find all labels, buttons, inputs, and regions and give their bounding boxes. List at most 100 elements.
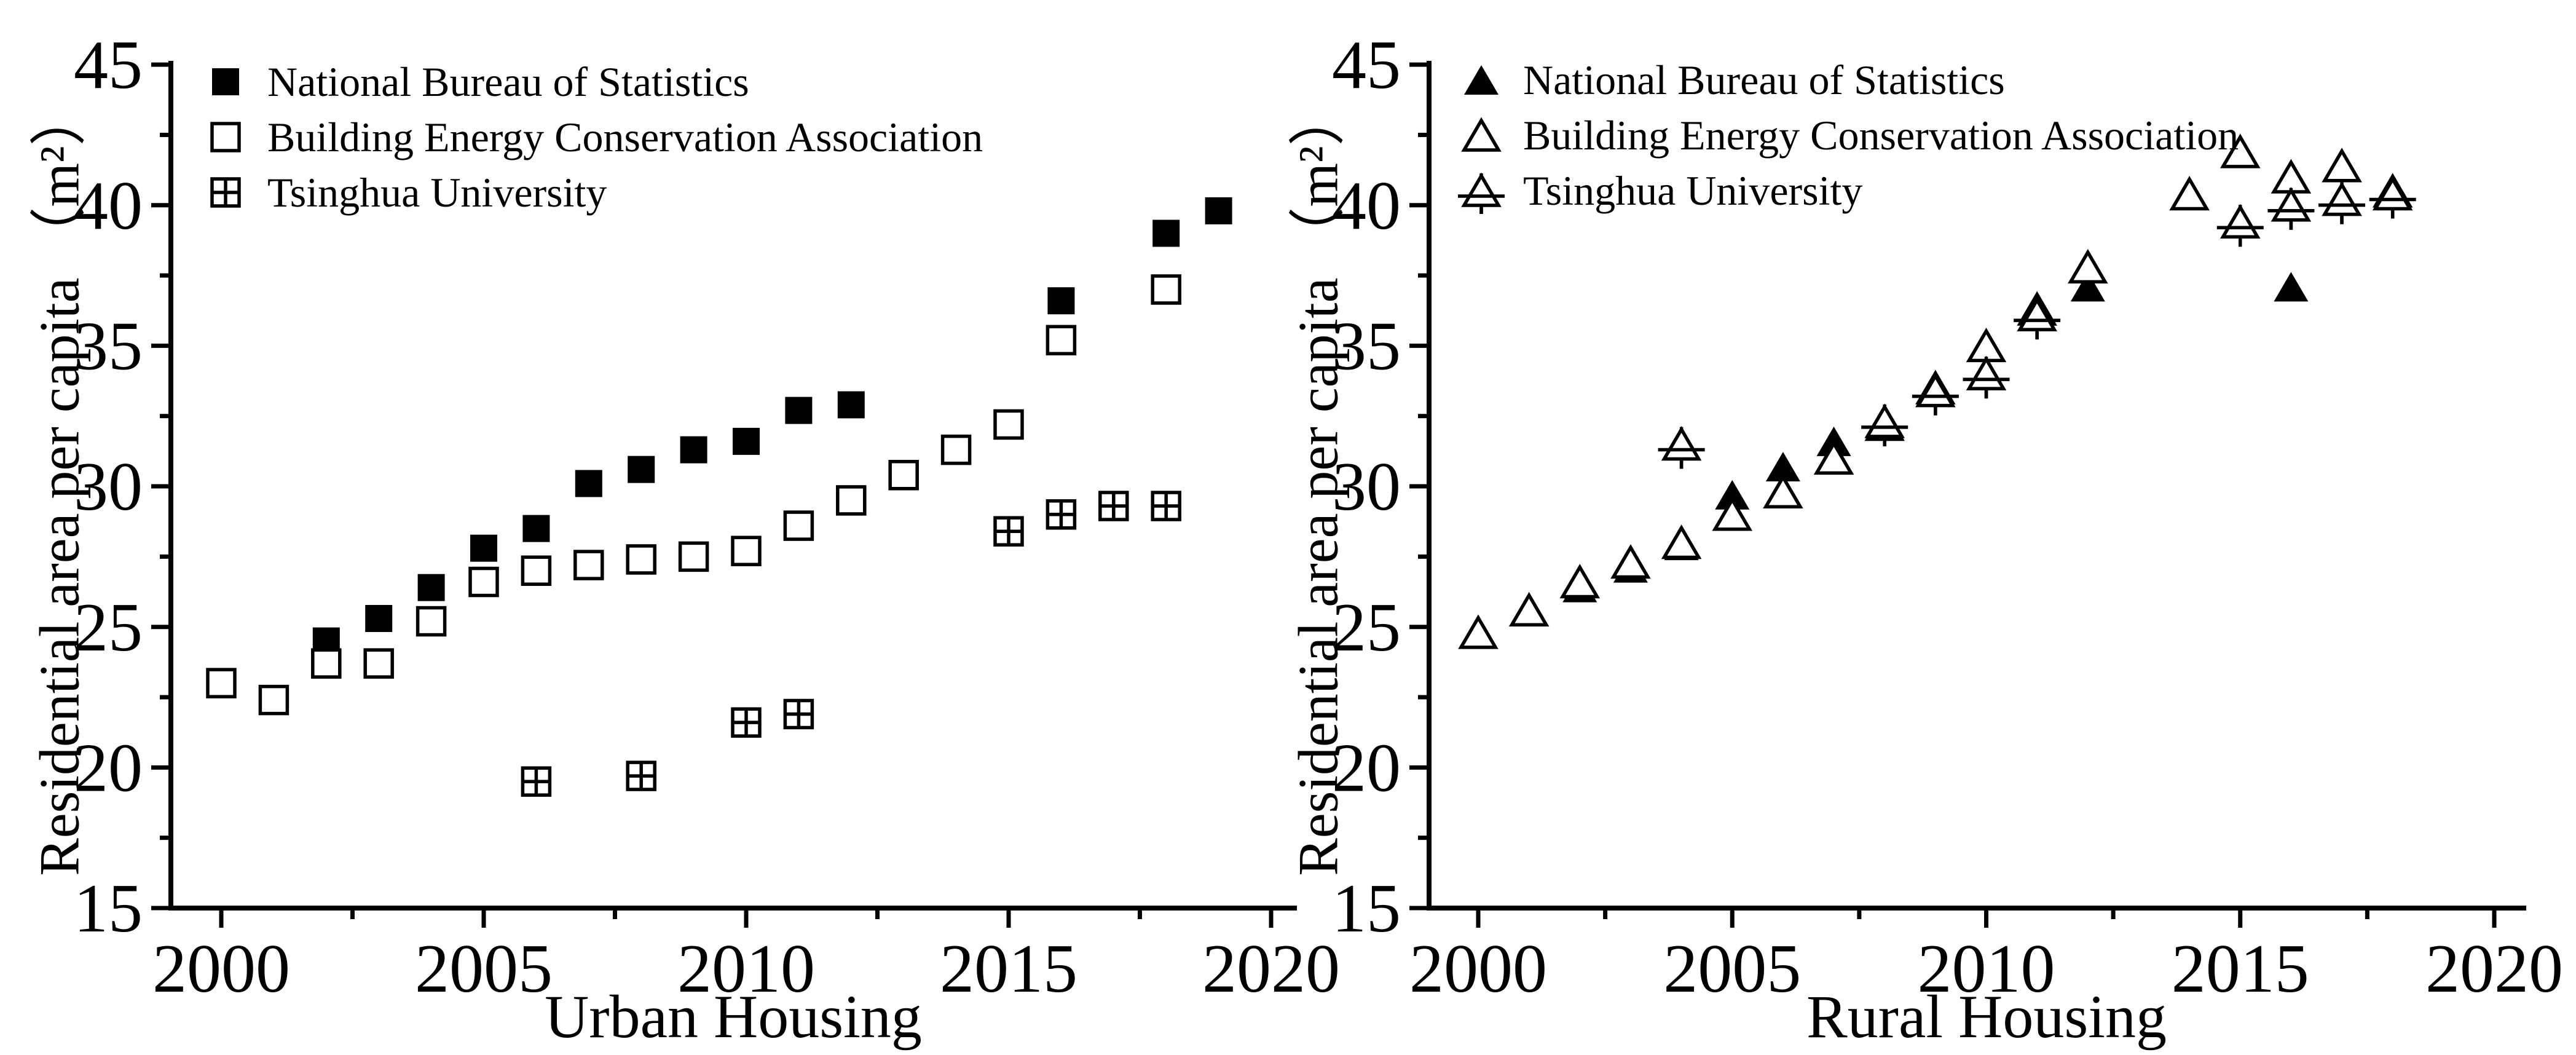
y-axis-title-rural: Residential area per capita （m²） [1286,89,1350,876]
legend-item-beca-urban: Building Energy Conservation Association [200,114,983,160]
data-point-marker-crossed-triangle [1861,403,1908,446]
data-point-marker-filled-square [212,68,239,95]
data-point-marker-filled-square [628,456,655,483]
data-point-marker-crossed-triangle [2014,296,2061,340]
y-tick-label: 20 [1332,730,1401,806]
x-axis-title-urban: Urban Housing [545,982,922,1051]
data-point-marker-crossed-triangle [2216,203,2264,247]
x-tick-label: 2015 [2172,931,2309,1007]
data-point-marker-filled-square [575,470,602,497]
data-point-marker-open-square [210,122,241,152]
data-point-marker-crossed-square [521,766,552,797]
legend-rural: National Bureau of Statistics Building E… [1455,57,2239,214]
data-point-marker-crossed-square [1098,491,1129,521]
data-point-marker-open-square [626,544,656,575]
data-point-marker-filled-square [1205,197,1232,224]
y-tick-label: 40 [1332,168,1401,244]
y-tick-label: 45 [74,27,143,103]
y-tick-label: 45 [1332,27,1401,103]
data-point-marker-open-triangle [1559,564,1601,599]
x-tick-label: 2020 [2425,931,2563,1007]
x-tick-label: 2005 [1663,931,1801,1007]
data-point-marker-filled-triangle [1464,65,1499,95]
data-point-marker-open-square [363,648,394,679]
x-tick-label: 2020 [1202,931,1340,1007]
data-point-marker-crossed-square [1046,499,1077,530]
y-tick-label: 35 [74,308,143,384]
filled-square-icon [212,68,239,95]
data-point-marker-filled-square [1152,219,1180,247]
data-point-marker-open-triangle [2220,133,2261,168]
data-point-marker-crossed-triangle [1912,373,1959,416]
data-point-marker-crossed-triangle [2369,176,2416,219]
data-point-marker-open-square [573,550,604,580]
data-point-marker-open-triangle [1661,524,1702,559]
data-point-marker-filled-square [522,515,550,542]
filled-triangle-icon [1464,65,1499,95]
data-point-marker-crossed-square [626,761,656,791]
data-point-marker-open-square [731,535,762,566]
x-axis-title-rural: Rural Housing [1806,982,2167,1051]
data-point-marker-crossed-triangle [1458,172,1505,214]
data-point-marker-open-square [416,606,447,637]
data-point-marker-open-triangle [1458,614,1499,649]
x-tick-label: 2010 [677,931,815,1007]
data-point-marker-open-square [468,566,499,598]
legend-label: Tsinghua University [1523,167,1863,214]
data-point-marker-crossed-square [993,516,1024,547]
legend-item-tsinghua-urban: Tsinghua University [200,169,983,216]
data-point-marker-filled-square [837,391,865,419]
legend-item-nbs-urban: National Bureau of Statistics [200,58,983,105]
data-point-marker-filled-triangle [1765,452,1800,482]
series-open-square [206,274,1181,716]
open-triangle-icon [1461,117,1502,152]
y-tick-label: 35 [1332,308,1401,384]
data-point-marker-crossed-square [210,177,241,208]
y-tick-label: 15 [74,871,143,947]
data-point-marker-filled-square [680,436,707,464]
data-point-marker-open-triangle [2068,248,2108,284]
x-tick-label: 2015 [940,931,1077,1007]
legend-label: National Bureau of Statistics [267,58,749,105]
data-point-marker-open-square [993,409,1024,440]
data-point-marker-crossed-square [1151,491,1181,521]
legend-label: National Bureau of Statistics [1523,57,2005,103]
data-point-marker-filled-triangle [2070,272,2105,302]
data-point-marker-open-triangle [1813,440,1854,475]
y-tick-label: 30 [74,449,143,525]
y-tick-label: 15 [1332,871,1401,947]
data-point-marker-open-triangle [1610,544,1651,579]
data-point-marker-open-square [1046,325,1077,356]
legend-urban: National Bureau of Statistics Building E… [200,58,983,216]
y-tick-label: 30 [1332,449,1401,525]
data-point-marker-open-square [783,510,814,541]
data-point-marker-crossed-triangle [1963,355,2010,399]
data-point-marker-crossed-triangle [2318,181,2366,224]
x-tick-label: 2010 [1918,931,2055,1007]
data-point-marker-filled-square [365,604,393,632]
legend-item-beca-rural: Building Energy Conservation Association [1455,112,2239,159]
series-filled-square [312,197,1232,655]
data-point-marker-filled-square [1047,287,1075,315]
legend-label: Building Energy Conservation Association [1523,112,2239,159]
data-point-marker-crossed-triangle [2267,187,2315,230]
data-point-marker-filled-square [785,397,813,424]
data-point-marker-open-triangle [1461,117,1502,152]
data-point-marker-crossed-triangle [1658,425,1705,469]
crossed-triangle-icon [1458,172,1505,214]
x-tick-label: 2000 [1409,931,1547,1007]
legend-item-nbs-rural: National Bureau of Statistics [1455,57,2239,103]
y-tick-label: 40 [74,168,143,244]
data-point-marker-open-square [888,460,919,491]
data-point-marker-open-triangle [2322,148,2362,183]
x-tick-label: 2005 [415,931,553,1007]
data-point-marker-open-square [311,648,342,679]
data-point-marker-open-square [521,555,552,586]
y-tick-label: 20 [74,730,143,806]
data-point-marker-open-triangle [2169,176,2210,211]
data-point-marker-open-triangle [1712,496,1753,531]
data-point-marker-crossed-square [783,698,814,730]
data-point-marker-open-square [206,668,237,698]
